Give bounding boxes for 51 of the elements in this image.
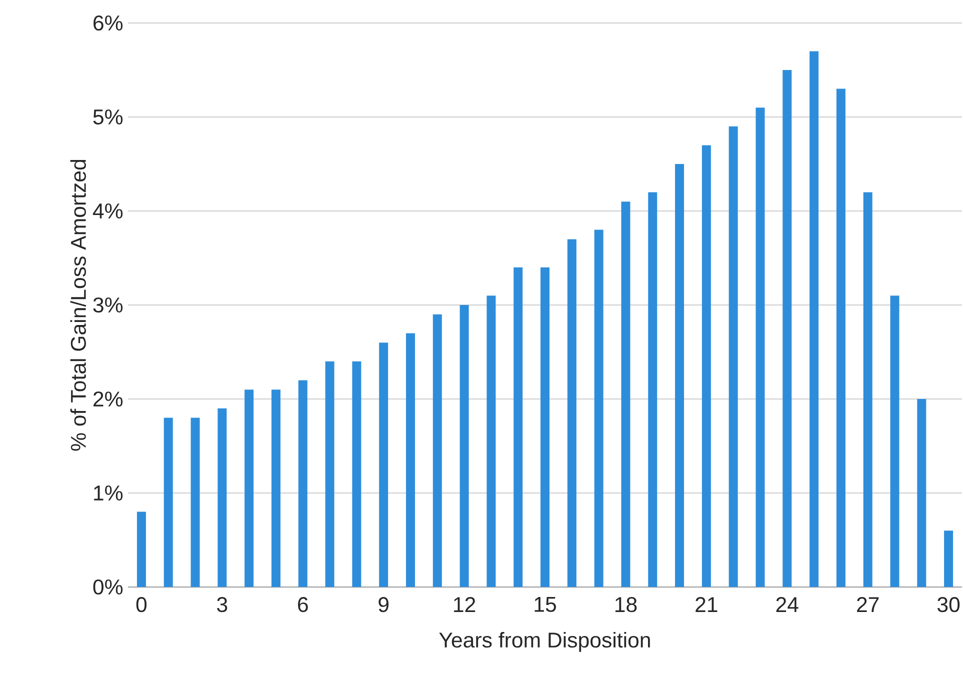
bar [594,230,604,587]
bar [136,512,146,587]
bar [728,126,738,587]
y-tick-label: 6% [94,15,123,31]
bar [352,361,362,587]
y-tick-label: 2% [94,391,123,407]
bar [917,399,926,587]
bar [325,361,334,587]
x-tick-label: 27 [857,597,879,612]
bar [540,267,550,587]
y-tick-label: 0% [93,579,123,595]
bar [460,305,469,587]
y-tick-label: 3% [93,297,123,313]
bar [648,192,658,587]
y-tick-label: 1% [94,486,123,500]
bar [379,342,388,587]
x-tick-label: 15 [534,597,556,612]
y-axis-title: % of Total Gain/Loss Amortzed [70,160,86,451]
bar [810,51,819,587]
bar [675,164,684,587]
bar [514,267,523,587]
x-tick-label: 18 [615,597,637,612]
bar [271,390,280,587]
y-tick-label: 4% [92,204,123,218]
bar [944,530,954,587]
bar [244,390,254,587]
bar [486,296,496,587]
bar [190,418,200,587]
x-tick-label: 0 [136,597,147,612]
x-tick-label: 24 [776,597,798,612]
bar [621,202,630,587]
bar [890,296,900,587]
x-tick-label: 9 [378,597,389,612]
bar [406,333,415,587]
x-tick-label: 30 [938,597,960,612]
x-tick-label: 6 [298,597,308,612]
bar [298,380,308,587]
bar [567,239,576,587]
bar [782,70,792,587]
bar [164,418,173,587]
bar [756,108,765,587]
bar [702,145,711,587]
bar [836,88,846,587]
bar [218,408,227,587]
y-tick-label: 5% [93,109,123,125]
x-tick-label: 3 [217,597,228,612]
x-tick-label: 21 [696,597,718,612]
bar [863,192,872,587]
x-tick-label: 12 [454,597,476,612]
x-axis-title: Years from Disposition [439,632,650,652]
bar [432,314,442,587]
